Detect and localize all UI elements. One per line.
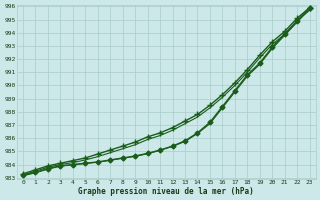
X-axis label: Graphe pression niveau de la mer (hPa): Graphe pression niveau de la mer (hPa)	[78, 187, 254, 196]
